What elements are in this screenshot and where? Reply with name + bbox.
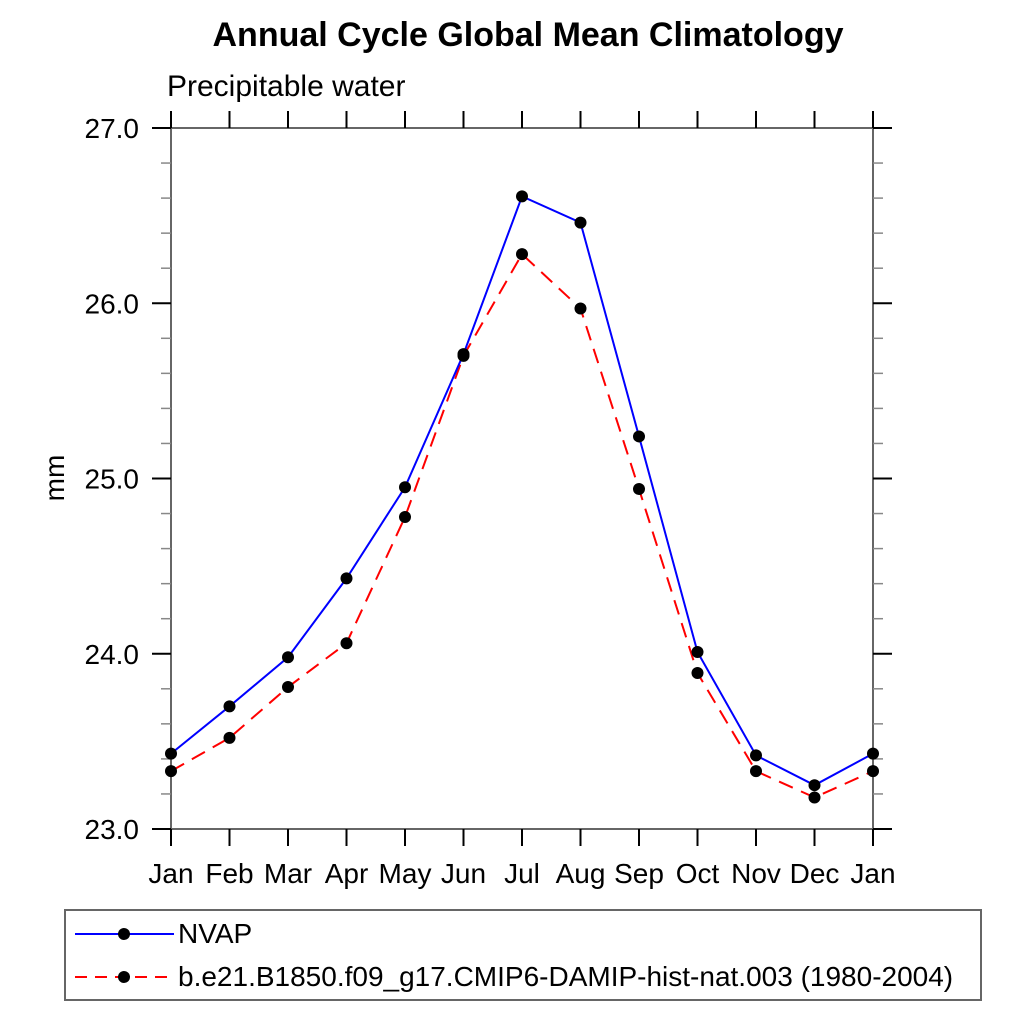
nvap-line-sample-icon xyxy=(75,927,174,940)
legend: NVAP b.e21.B1850.f09_g17.CMIP6-DAMIP-his… xyxy=(64,909,982,1001)
x-tick-label: Apr xyxy=(325,858,369,889)
model-data-point-marker xyxy=(808,791,821,804)
nvap-data-point-marker xyxy=(457,348,470,361)
x-tick-label: May xyxy=(379,858,432,889)
nvap-data-point-marker xyxy=(282,651,294,664)
nvap-data-point-marker xyxy=(399,481,411,494)
y-tick-label: 24.0 xyxy=(85,639,140,670)
model-data-point-marker xyxy=(691,667,704,680)
y-tick-label: 23.0 xyxy=(85,814,140,845)
model-series-line xyxy=(170,252,874,799)
y-tick-label: 26.0 xyxy=(85,288,140,319)
x-tick-label: Dec xyxy=(790,858,840,889)
nvap-data-point-marker xyxy=(750,749,762,762)
model-data-point-marker xyxy=(399,511,411,524)
legend-label-nvap: NVAP xyxy=(178,917,253,949)
x-tick-label: Jul xyxy=(504,858,540,889)
nvap-data-point-marker xyxy=(691,645,704,658)
x-tick-label: Mar xyxy=(264,858,312,889)
x-tick-label: Jan xyxy=(850,858,895,889)
nvap-data-point-marker xyxy=(808,779,821,792)
legend-item-model: b.e21.B1850.f09_g17.CMIP6-DAMIP-hist-nat… xyxy=(74,959,980,995)
x-tick-label: Feb xyxy=(205,858,253,889)
nvap-data-point-marker xyxy=(223,700,236,713)
nvap-data-point-marker xyxy=(633,430,645,443)
nvap-data-point-marker xyxy=(165,747,177,760)
model-data-point-marker xyxy=(340,637,353,650)
model-data-point-marker xyxy=(282,681,294,694)
nvap-data-point-marker xyxy=(867,747,879,760)
x-tick-label: Nov xyxy=(731,858,781,889)
x-tick-label: Jan xyxy=(148,858,193,889)
x-tick-label: Sep xyxy=(614,858,664,889)
model-data-point-marker xyxy=(750,765,762,778)
legend-item-nvap: NVAP xyxy=(74,916,980,952)
model-line-sample-icon xyxy=(75,970,174,983)
chart-subtitle: Precipitable water xyxy=(167,70,406,103)
y-tick-label: 27.0 xyxy=(85,113,140,144)
model-data-point-marker xyxy=(574,302,587,315)
model-data-point-marker xyxy=(165,765,177,778)
nvap-data-point-marker xyxy=(516,190,528,203)
x-tick-label: Jun xyxy=(441,858,486,889)
model-data-point-marker xyxy=(867,765,879,778)
model-data-point-marker xyxy=(633,483,645,496)
nvap-data-point-marker xyxy=(574,216,587,229)
legend-label-model: b.e21.B1850.f09_g17.CMIP6-DAMIP-hist-nat… xyxy=(178,960,954,992)
x-tick-label: Oct xyxy=(676,858,720,889)
chart-title: Annual Cycle Global Mean Climatology xyxy=(212,16,844,54)
x-tick-label: Aug xyxy=(556,858,606,889)
nvap-data-point-marker xyxy=(340,572,353,585)
model-data-point-marker xyxy=(223,731,236,744)
y-tick-label: 25.0 xyxy=(85,464,140,495)
model-data-point-marker xyxy=(516,248,528,261)
